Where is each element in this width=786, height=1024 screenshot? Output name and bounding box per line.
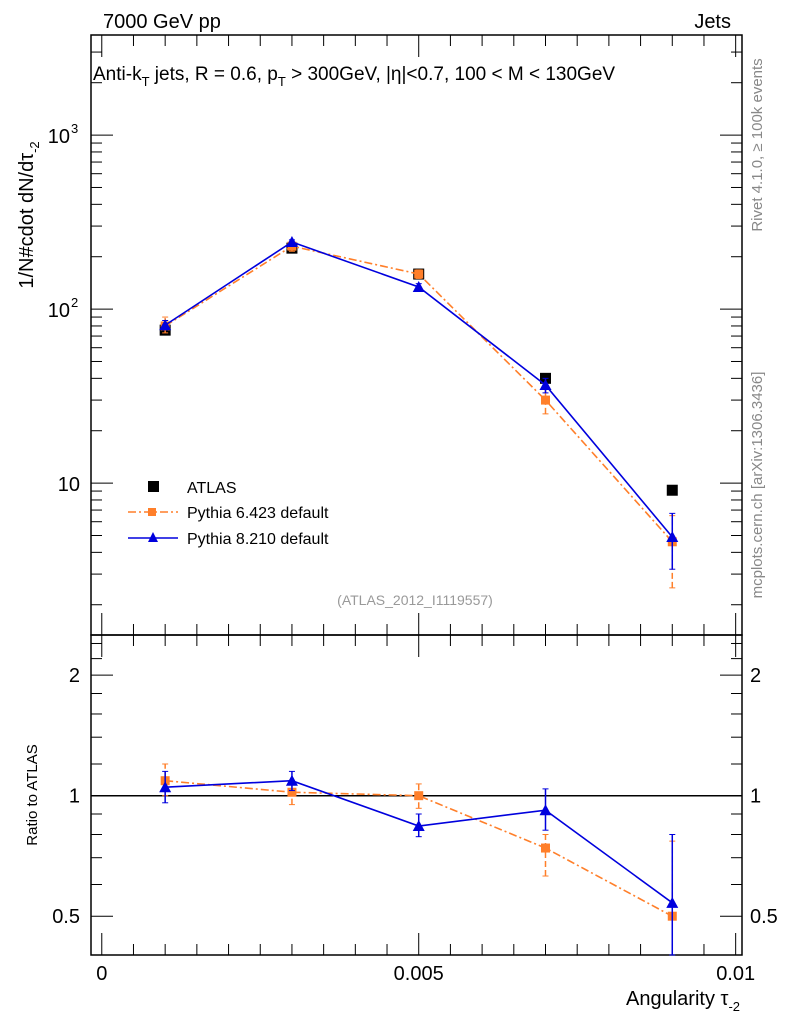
y-axis-label: 1/N#cdot dN/dτ-2 (16, 141, 42, 288)
ratio-pythia8-point (539, 804, 552, 816)
legend-pythia8-label: Pythia 8.210 default (187, 531, 329, 548)
y-tick-exponent: 2 (71, 295, 78, 310)
x-tick-label: 0.005 (394, 963, 444, 985)
ratio-y-tick-label: 1 (69, 786, 80, 808)
ratio-pythia6-point (540, 843, 550, 853)
pythia8-point (412, 280, 425, 292)
y-tick-label: 10 (58, 474, 80, 496)
ratio-y-axis-label: Ratio to ATLAS (24, 744, 41, 845)
pythia8-point (666, 531, 679, 543)
ratio-pythia8-point (412, 820, 425, 832)
x-axis-label: Angularity τ-2 (626, 988, 740, 1014)
pythia8-point (159, 319, 172, 331)
legend-pythia6-marker (148, 508, 156, 516)
ratio-pythia8-point (285, 774, 298, 786)
y-tick-exponent: 3 (71, 121, 78, 136)
ratio-y-tick-label: 0.5 (52, 906, 80, 928)
analysis-watermark: (ATLAS_2012_I1119557) (337, 592, 493, 608)
legend-atlas-label: ATLAS (187, 480, 237, 497)
pythia6-point (414, 269, 424, 279)
header-right: Jets (694, 11, 731, 33)
plot-title: Anti-kT jets, R = 0.6, pT > 300GeV, |η|<… (93, 64, 615, 89)
rivet-label: Rivet 4.1.0, ≥ 100k events (749, 58, 766, 231)
ratio-y-tick-label: 2 (69, 665, 80, 687)
x-tick-label: 0 (96, 963, 107, 985)
data-marks (159, 235, 679, 956)
x-tick-label: 0.01 (716, 963, 755, 985)
y-tick-label: 10 (48, 126, 70, 148)
legend: ATLAS Pythia 6.423 default Pythia 8.210 … (128, 480, 329, 548)
ratio-y-tick-label-right: 1 (750, 786, 761, 808)
ratio-pythia6-point (287, 787, 297, 797)
ratio-pythia6-line (165, 779, 673, 917)
legend-pythia8-marker (148, 532, 158, 542)
ratio-y-tick-label-right: 0.5 (750, 906, 778, 928)
atlas-point (666, 484, 678, 496)
pythia8-point (539, 379, 552, 391)
ratio-pythia8-point (159, 781, 172, 793)
legend-pythia6-label: Pythia 6.423 default (187, 505, 329, 522)
ratio-y-tick-label-right: 2 (750, 665, 761, 687)
ratio-pythia6-point (414, 791, 424, 801)
y-tick-label: 10 (48, 300, 70, 322)
pythia8-point (285, 235, 298, 247)
pythia6-point (540, 395, 550, 405)
header-left: 7000 GeV pp (103, 11, 221, 33)
ratio-pythia8-point (666, 896, 679, 908)
mcplots-label: mcplots.cern.ch [arXiv:1306.3436] (749, 372, 766, 599)
legend-atlas-marker (148, 481, 159, 492)
